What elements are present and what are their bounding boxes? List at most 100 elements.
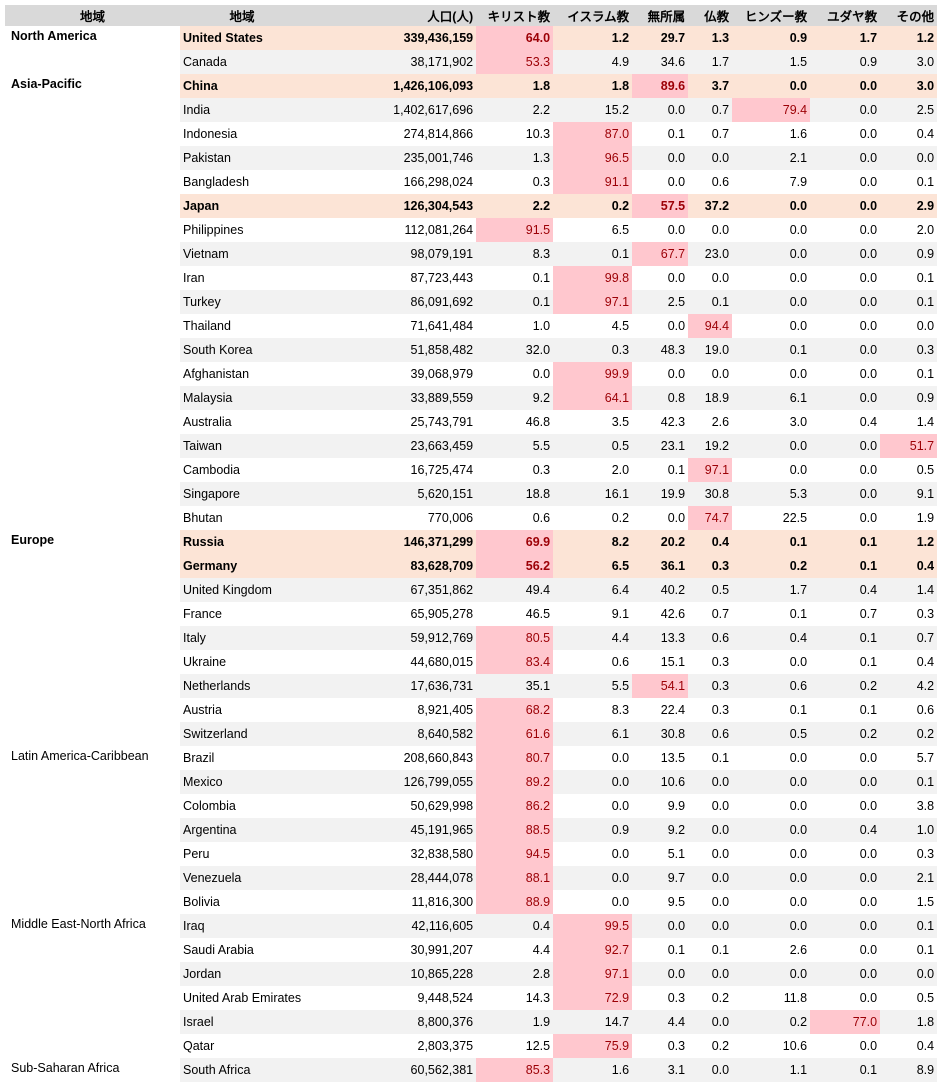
hindu-cell: 22.5	[782, 511, 808, 525]
unaffiliated-cell: 0.0	[632, 914, 689, 938]
population-cell: 39,068,979	[410, 367, 474, 381]
jewish-cell: 0.0	[810, 98, 881, 122]
region-cell	[5, 314, 180, 338]
region-cell	[5, 266, 180, 290]
hindu-cell: 11.8	[783, 991, 808, 1005]
buddhist-cell: 0.1	[711, 751, 730, 765]
header-christian: キリスト教	[476, 5, 554, 26]
hindu-cell: 1.6	[789, 127, 808, 141]
hindu-cell: 0.5	[732, 722, 811, 746]
unaffiliated-cell: 0.0	[667, 175, 686, 189]
table-row: Singapore 5,620,151 18.8 16.1 19.9 30.8 5.3 0.0…	[5, 482, 938, 506]
country-cell: Indonesia	[183, 127, 238, 141]
christian-cell: 53.3	[476, 50, 554, 74]
country-cell: United States	[180, 26, 305, 50]
jewish-cell: 0.1	[810, 626, 881, 650]
unaffiliated-cell: 0.1	[667, 943, 686, 957]
table-row: Netherlands 17,636,731 35.1 5.5 54.1 0.3 0.6 0.…	[5, 674, 938, 698]
country-cell: Netherlands	[180, 674, 305, 698]
christian-cell: 4.4	[532, 943, 551, 957]
hindu-cell: 0.0	[789, 223, 808, 237]
christian-cell: 2.8	[476, 962, 554, 986]
unaffiliated-cell: 23.1	[632, 434, 689, 458]
population-cell: 5,620,151	[304, 482, 477, 506]
buddhist-cell: 0.5	[688, 578, 733, 602]
jewish-cell: 0.4	[810, 578, 881, 602]
table-row: India 1,402,617,696 2.2 15.2 0.0 0.7 79.4 0.0 2.…	[5, 98, 938, 122]
hindu-cell: 0.0	[789, 319, 808, 333]
region-cell	[5, 50, 180, 74]
header-other: その他	[880, 5, 938, 26]
jewish-cell: 0.0	[810, 146, 881, 170]
buddhist-cell: 0.0	[688, 962, 733, 986]
hindu-cell: 2.1	[732, 146, 811, 170]
unaffiliated-cell: 42.6	[660, 607, 686, 621]
muslim-cell: 99.8	[553, 266, 633, 290]
muslim-cell: 75.9	[553, 1034, 633, 1058]
unaffiliated-cell: 20.2	[632, 530, 689, 554]
population-cell: 126,304,543	[304, 194, 477, 218]
other-cell: 0.5	[916, 463, 935, 477]
unaffiliated-cell: 13.3	[632, 626, 689, 650]
header-hindu: ヒンズー教	[732, 5, 811, 26]
buddhist-cell: 0.0	[688, 1010, 733, 1034]
muslim-cell: 99.9	[553, 362, 633, 386]
country-cell: Pakistan	[180, 146, 305, 170]
jewish-cell: 0.1	[810, 554, 881, 578]
population-cell: 30,991,207	[410, 943, 474, 957]
buddhist-cell: 0.3	[688, 554, 733, 578]
other-cell: 2.1	[880, 866, 938, 890]
other-cell: 0.0	[880, 962, 938, 986]
christian-cell: 32.0	[476, 338, 554, 362]
hindu-cell: 0.0	[732, 818, 811, 842]
hindu-cell: 0.9	[732, 26, 811, 50]
hindu-cell: 0.1	[789, 607, 808, 621]
region-cell	[5, 770, 180, 794]
jewish-cell: 0.0	[859, 511, 878, 525]
other-cell: 0.3	[880, 338, 938, 362]
population-cell: 1,426,106,093	[304, 74, 477, 98]
christian-cell: 0.1	[476, 290, 554, 314]
population-cell: 1,402,617,696	[304, 98, 477, 122]
religion-table: 地域 地域 人口(人) キリスト教 イスラム教 無所属 仏教 ヒンズー教 ユダヤ…	[5, 5, 938, 1082]
muslim-cell: 0.2	[553, 194, 633, 218]
buddhist-cell: 0.0	[711, 367, 730, 381]
muslim-cell: 72.9	[553, 986, 633, 1010]
other-cell: 2.5	[880, 98, 938, 122]
region-cell	[5, 482, 180, 506]
christian-cell: 1.9	[476, 1010, 554, 1034]
header-country: 地域	[180, 5, 305, 26]
region-cell	[5, 602, 180, 626]
table-row: Ukraine 44,680,015 83.4 0.6 15.1 0.3 0.0 0.1 0.4	[5, 650, 937, 674]
christian-cell: 1.3	[476, 146, 554, 170]
unaffiliated-cell: 0.3	[667, 991, 686, 1005]
other-cell: 0.1	[880, 770, 938, 794]
other-cell: 0.1	[916, 943, 935, 957]
hindu-cell: 0.0	[732, 962, 811, 986]
table-row: Austria 8,921,405 68.2 8.3 22.4 0.3 0.1 0.1 0.6	[5, 698, 937, 722]
christian-cell: 0.3	[532, 463, 551, 477]
other-cell: 3.0	[880, 50, 938, 74]
other-cell: 51.7	[880, 434, 938, 458]
christian-cell: 94.5	[476, 842, 554, 866]
buddhist-cell: 0.0	[688, 866, 733, 890]
unaffiliated-cell: 15.1	[660, 655, 686, 669]
buddhist-cell: 0.3	[711, 703, 730, 717]
unaffiliated-cell: 0.0	[667, 223, 686, 237]
muslim-cell: 97.1	[553, 290, 633, 314]
region-cell	[5, 122, 180, 146]
hindu-cell: 0.0	[732, 242, 811, 266]
buddhist-cell: 0.7	[711, 127, 730, 141]
muslim-cell: 0.0	[553, 866, 633, 890]
region-cell	[5, 938, 180, 962]
hindu-cell: 5.3	[732, 482, 811, 506]
hindu-cell: 0.0	[732, 866, 811, 890]
hindu-cell: 0.0	[732, 914, 811, 938]
region-cell	[5, 962, 180, 986]
region-cell	[5, 698, 180, 722]
christian-cell: 80.7	[476, 746, 554, 770]
other-cell: 0.3	[916, 847, 935, 861]
region-cell	[5, 890, 180, 914]
muslim-cell: 0.3	[553, 338, 633, 362]
region-cell	[5, 722, 180, 746]
